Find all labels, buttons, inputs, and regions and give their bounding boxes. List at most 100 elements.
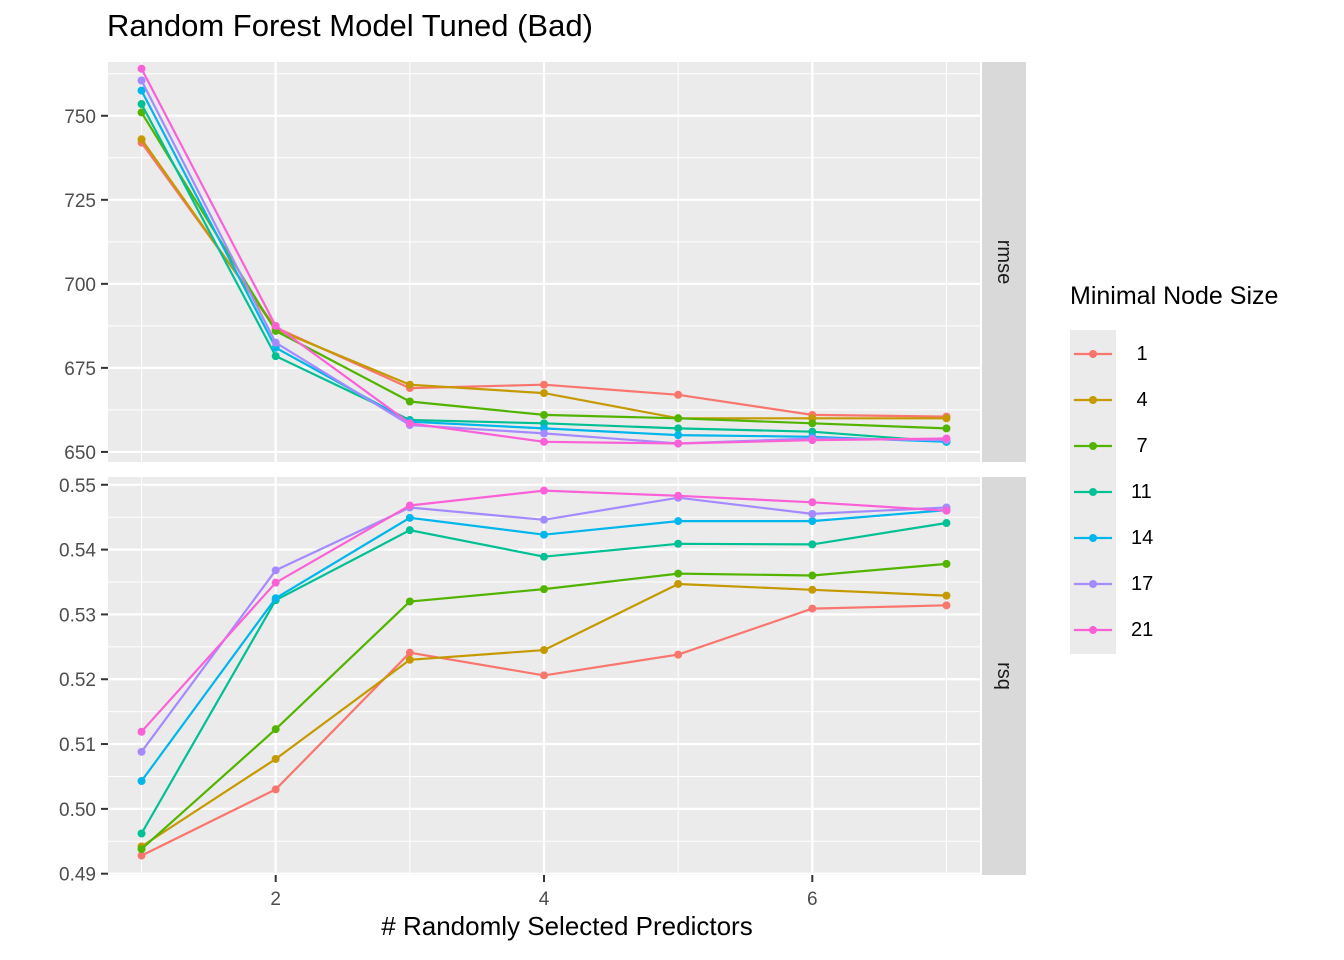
- chart-title: Random Forest Model Tuned (Bad): [107, 8, 593, 43]
- legend-key-11: [1074, 488, 1112, 496]
- data-point-rsq-17: [271, 566, 280, 575]
- data-point-rsq-11: [405, 526, 414, 535]
- legend: Minimal Node Size 1 4 7 11 14 17 21: [1070, 282, 1278, 654]
- data-point-rsq-11: [942, 519, 951, 528]
- y-tick-label: 700: [64, 275, 96, 296]
- x-tick-label: 4: [539, 889, 550, 910]
- y-tick-label: 0.51: [59, 735, 96, 756]
- data-point-rmse-4: [942, 414, 951, 423]
- data-point-rsq-4: [271, 754, 280, 763]
- legend-label: 1: [1131, 343, 1148, 365]
- data-point-rmse-7: [942, 424, 951, 433]
- data-point-rsq-1: [405, 648, 414, 657]
- data-point-rsq-1: [137, 851, 146, 860]
- data-point-rsq-7: [137, 845, 146, 854]
- y-tick-label: 675: [64, 359, 96, 380]
- data-point-rsq-4: [540, 646, 548, 655]
- data-point-rsq-7: [942, 559, 951, 568]
- data-point-rmse-4: [137, 135, 146, 144]
- data-point-rmse-11: [137, 100, 146, 109]
- data-point-rsq-11: [137, 829, 146, 838]
- data-point-rsq-11: [540, 552, 548, 561]
- data-point-rmse-14: [137, 86, 146, 95]
- y-tick-label: 0.55: [59, 476, 96, 497]
- data-point-rmse-14: [674, 431, 683, 440]
- legend-key-17: [1074, 580, 1112, 588]
- data-point-rmse-17: [271, 338, 280, 347]
- data-point-rsq-4: [674, 579, 683, 588]
- legend-key-21: [1074, 626, 1112, 634]
- legend-key-7: [1074, 442, 1112, 450]
- data-point-rmse-7: [674, 414, 683, 423]
- data-point-rsq-14: [808, 517, 817, 526]
- data-point-rsq-1: [271, 785, 280, 794]
- data-point-rsq-21: [674, 491, 683, 500]
- strip-rsq: [982, 477, 1026, 875]
- legend-item-17: 17: [1070, 561, 1153, 607]
- data-point-rmse-7: [808, 419, 817, 428]
- legend-label: 11: [1131, 481, 1152, 503]
- legend-keys: 1 4 7 11 14 17 21: [1070, 330, 1153, 654]
- legend-item-4: 4: [1070, 377, 1148, 423]
- data-point-rmse-4: [540, 389, 548, 398]
- data-point-rmse-11: [674, 424, 683, 433]
- data-point-rsq-4: [808, 585, 817, 594]
- legend-key-point: [1089, 488, 1097, 496]
- strip-label-rsq: rsq: [993, 662, 1015, 690]
- legend-key-point: [1089, 350, 1097, 358]
- data-point-rmse-1: [540, 380, 548, 389]
- legend-label: 17: [1131, 573, 1154, 595]
- data-point-rmse-11: [271, 352, 280, 361]
- legend-label: 14: [1131, 527, 1154, 549]
- data-point-rmse-17: [540, 429, 548, 438]
- legend-key-14: [1074, 534, 1112, 542]
- legend-key-4: [1074, 396, 1112, 404]
- data-point-rsq-1: [942, 601, 951, 610]
- legend-item-7: 7: [1070, 423, 1148, 469]
- data-point-rsq-14: [674, 517, 683, 526]
- data-point-rmse-4: [405, 380, 414, 389]
- strip-rmse: [982, 62, 1026, 462]
- y-tick-label: 0.53: [59, 605, 96, 626]
- data-point-rsq-7: [405, 597, 414, 606]
- data-point-rmse-21: [674, 439, 683, 448]
- data-point-rsq-21: [540, 486, 548, 495]
- data-point-rsq-14: [137, 777, 146, 786]
- data-point-rsq-7: [808, 571, 817, 580]
- strip-label-rmse: rmse: [993, 240, 1015, 284]
- data-point-rsq-14: [271, 594, 280, 603]
- data-point-rmse-7: [405, 397, 414, 406]
- legend-key-point: [1089, 442, 1097, 450]
- data-point-rsq-21: [808, 498, 817, 507]
- data-point-rsq-1: [540, 671, 548, 680]
- legend-key-1: [1074, 350, 1112, 358]
- data-point-rmse-21: [405, 419, 414, 428]
- data-point-rsq-7: [271, 725, 280, 734]
- data-point-rmse-7: [540, 410, 548, 419]
- data-point-rsq-21: [137, 727, 146, 736]
- data-point-rmse-21: [271, 321, 280, 330]
- data-point-rmse-17: [137, 76, 146, 85]
- y-tick-label: 0.54: [59, 541, 96, 562]
- y-tick-label: 750: [64, 107, 96, 128]
- data-point-rsq-17: [137, 747, 146, 756]
- data-point-rmse-21: [942, 434, 951, 443]
- legend-item-14: 14: [1070, 515, 1153, 561]
- y-tick-label: 650: [64, 443, 96, 464]
- data-point-rsq-7: [540, 585, 548, 594]
- legend-label: 7: [1131, 435, 1148, 457]
- data-point-rsq-11: [674, 539, 683, 548]
- data-point-rsq-21: [942, 506, 951, 515]
- legend-item-11: 11: [1070, 469, 1152, 515]
- data-point-rsq-21: [405, 501, 414, 510]
- legend-key-point: [1089, 626, 1097, 634]
- legend-key-point: [1089, 396, 1097, 404]
- legend-key-point: [1089, 534, 1097, 542]
- legend-item-1: 1: [1070, 331, 1148, 377]
- y-tick-label: 0.49: [59, 865, 96, 886]
- data-point-rmse-7: [137, 108, 146, 117]
- data-point-rsq-14: [540, 530, 548, 539]
- x-axis-label: # Randomly Selected Predictors: [381, 911, 753, 941]
- y-tick-label: 0.52: [59, 670, 96, 691]
